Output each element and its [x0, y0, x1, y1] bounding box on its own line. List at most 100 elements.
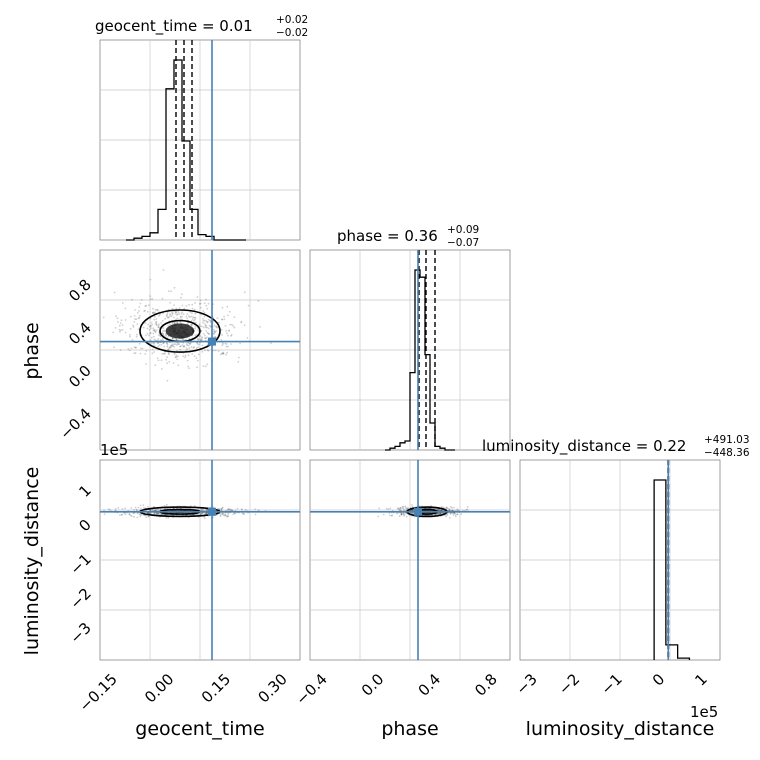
x-tick-label: 0.30	[254, 670, 290, 706]
sample-point	[171, 307, 174, 310]
sample-point	[167, 324, 170, 327]
sample-point	[438, 509, 441, 512]
phase-y-tick-labels: 0.8 0.4 0.0 −0.4	[56, 276, 94, 443]
sample-point	[239, 342, 242, 345]
sample-point	[182, 345, 185, 348]
sample-point	[230, 509, 233, 511]
sample-point	[254, 508, 256, 511]
sample-point	[204, 337, 206, 340]
sample-point	[158, 323, 160, 326]
sample-point	[152, 311, 154, 314]
sample-point	[191, 307, 194, 310]
sample-point	[243, 513, 246, 515]
sample-point	[187, 344, 190, 347]
sample-point	[167, 352, 170, 354]
sample-point	[161, 353, 164, 355]
sample-point	[134, 318, 137, 320]
sample-point	[207, 332, 210, 335]
sample-point	[170, 345, 173, 348]
sample-point	[226, 516, 228, 518]
sample-point	[214, 335, 217, 338]
y-tick-label: 0.4	[65, 319, 95, 349]
sample-point	[117, 507, 120, 509]
sample-point	[199, 325, 202, 328]
sample-point	[166, 342, 169, 345]
sample-point	[103, 509, 105, 512]
sample-point	[208, 324, 211, 327]
sample-point	[257, 300, 260, 302]
sample-point	[446, 506, 448, 509]
sample-point	[203, 349, 206, 352]
sample-point	[144, 305, 147, 308]
sample-point	[184, 354, 187, 357]
sample-point	[189, 311, 192, 313]
sample-point	[152, 332, 155, 335]
sample-point	[168, 315, 171, 318]
sample-point	[219, 353, 222, 356]
sample-point	[198, 343, 200, 346]
sample-point	[405, 515, 408, 518]
sample-point	[229, 508, 232, 510]
sample-point	[154, 331, 157, 334]
sample-point	[203, 513, 206, 515]
sample-point	[178, 307, 181, 310]
x-tick-label: 0.0	[358, 670, 388, 700]
histogram-step	[126, 59, 246, 241]
sample-point	[155, 509, 157, 511]
sample-point	[173, 322, 176, 325]
sample-point	[169, 313, 171, 315]
sample-point	[143, 310, 146, 312]
sample-point	[129, 335, 131, 338]
sample-point	[127, 348, 130, 350]
sample-point	[136, 323, 139, 325]
sample-point	[200, 513, 202, 515]
sample-point	[225, 345, 228, 348]
sample-point	[146, 327, 149, 330]
sample-point	[155, 509, 158, 512]
sample-point	[205, 304, 208, 307]
sample-point	[166, 362, 169, 365]
sample-point	[194, 321, 197, 324]
x-tick-label: 0.00	[141, 670, 177, 706]
y-tick-label: −0.4	[56, 405, 94, 443]
sample-point	[173, 316, 175, 319]
sample-point	[130, 347, 133, 350]
sample-point	[194, 302, 196, 304]
sample-point	[150, 336, 153, 339]
sample-point	[236, 507, 239, 510]
sample-point	[133, 315, 136, 317]
sample-point	[155, 329, 158, 331]
sample-point	[146, 310, 149, 313]
sample-point	[133, 508, 136, 511]
sample-point	[397, 507, 399, 509]
sample-point	[225, 343, 228, 345]
sample-point	[135, 508, 138, 511]
sample-point	[160, 513, 163, 516]
sample-point	[445, 515, 447, 518]
sample-point	[243, 291, 246, 294]
sample-point	[118, 328, 121, 331]
sample-point	[454, 513, 457, 516]
sample-point	[225, 514, 228, 517]
sample-point	[114, 508, 117, 510]
sample-point	[148, 325, 151, 328]
sample-point	[167, 316, 170, 319]
sample-point	[135, 333, 138, 336]
sample-point	[165, 342, 168, 344]
sample-point	[189, 342, 191, 345]
sample-point	[149, 317, 152, 320]
sample-point	[226, 305, 229, 308]
sample-point	[400, 513, 403, 516]
sample-point	[246, 337, 249, 339]
sample-point	[179, 345, 182, 348]
sample-point	[213, 333, 215, 335]
geocent-time-title-plus: +0.02	[276, 14, 308, 26]
luminosity-histogram-panel	[519, 459, 721, 661]
sample-point	[207, 302, 210, 305]
sample-point	[223, 318, 226, 321]
sample-point	[212, 332, 215, 335]
sample-point	[157, 325, 160, 327]
x-tick-label: 0.15	[198, 670, 234, 706]
x-tick-label: −1	[597, 670, 625, 698]
sample-point	[227, 334, 229, 337]
